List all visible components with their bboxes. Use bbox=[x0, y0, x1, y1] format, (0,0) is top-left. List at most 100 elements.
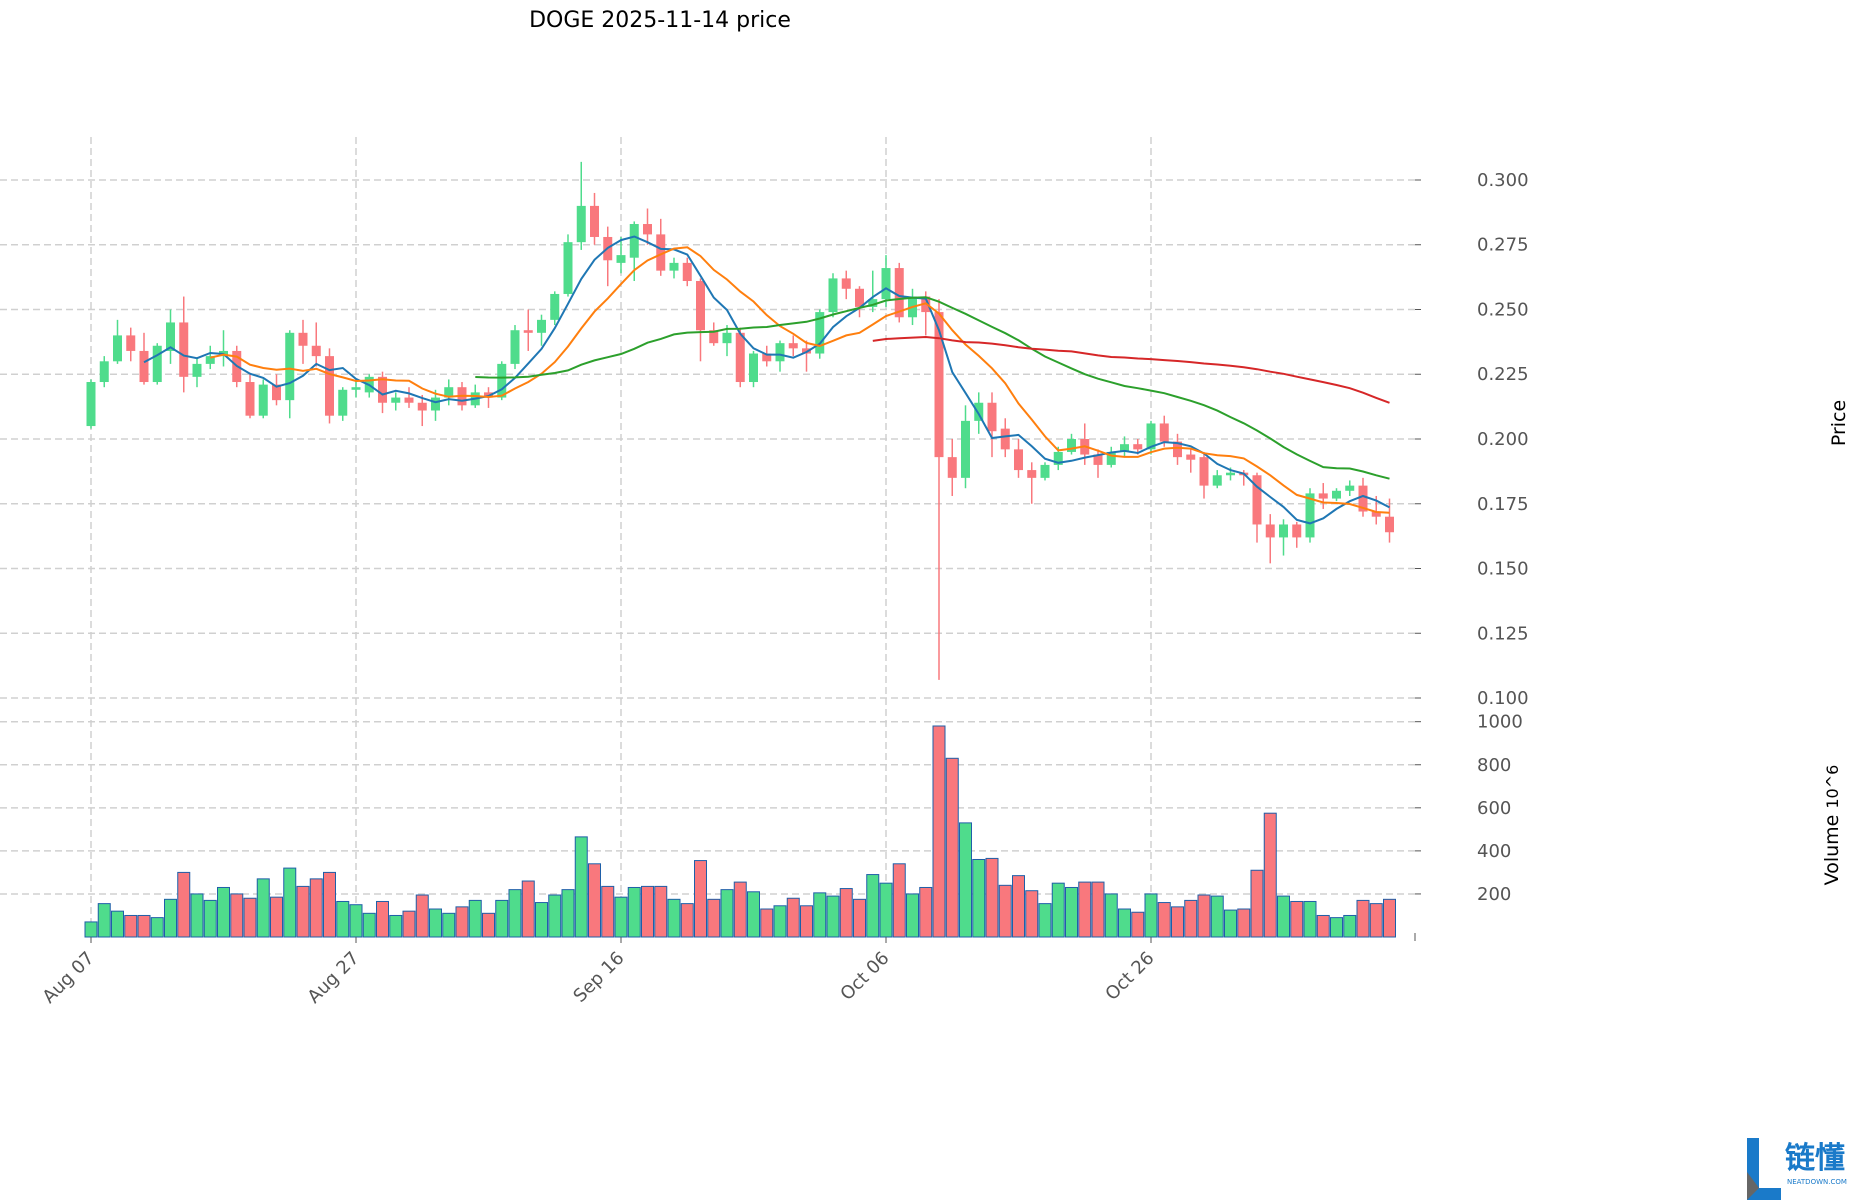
candle-up bbox=[431, 397, 440, 411]
candle-up bbox=[1279, 524, 1288, 538]
candle-down bbox=[126, 335, 136, 351]
volume-bar bbox=[1171, 906, 1184, 938]
volume-bar bbox=[521, 880, 535, 938]
volume-bar bbox=[243, 897, 257, 938]
price-tick-label: 0.100 bbox=[1477, 688, 1529, 709]
candle-down bbox=[762, 353, 772, 362]
volume-bar bbox=[1012, 875, 1025, 938]
candle-up bbox=[86, 382, 96, 427]
price-tick-label: 0.300 bbox=[1477, 170, 1529, 191]
candle-down bbox=[139, 350, 149, 383]
volume-bar bbox=[402, 910, 416, 938]
volume-bar bbox=[641, 885, 654, 938]
volume-bar bbox=[694, 860, 707, 938]
volume-bar bbox=[720, 889, 734, 938]
volume-bar bbox=[376, 900, 389, 938]
volume-bar bbox=[1224, 909, 1237, 938]
candle-up bbox=[537, 319, 546, 333]
candle-up bbox=[497, 363, 507, 398]
svg-text:NEATDOWN.COM: NEATDOWN.COM bbox=[1787, 1178, 1847, 1186]
candle-down bbox=[1014, 449, 1023, 471]
candle-down bbox=[311, 345, 321, 357]
volume-bar bbox=[1356, 899, 1370, 938]
candle-down bbox=[1027, 470, 1037, 478]
volume-bar bbox=[535, 902, 548, 938]
x-tick-label: Aug 07 bbox=[39, 948, 99, 1008]
volume-bar bbox=[1250, 869, 1264, 938]
candle-down bbox=[179, 322, 189, 377]
ma10-line bbox=[210, 246, 1390, 514]
grid-lines bbox=[0, 137, 1415, 937]
volume-bar bbox=[1078, 881, 1092, 938]
volume-unit: 10^6 bbox=[1823, 765, 1842, 809]
candle-up bbox=[669, 262, 679, 271]
candle-down bbox=[709, 330, 719, 344]
volume-bar bbox=[230, 893, 244, 938]
candle-down bbox=[1265, 524, 1275, 538]
volume-bar bbox=[773, 905, 787, 938]
volume-tick-label: 200 bbox=[1477, 884, 1511, 905]
volume-tick-label: 800 bbox=[1477, 755, 1511, 776]
candle-down bbox=[656, 234, 666, 271]
candle-down bbox=[1093, 454, 1103, 465]
volume-bar bbox=[760, 908, 774, 938]
candle-down bbox=[1199, 457, 1209, 486]
volume-bar bbox=[1383, 898, 1396, 938]
volume-bar bbox=[508, 889, 522, 938]
ma60-line bbox=[872, 335, 1390, 404]
volume-bar bbox=[1091, 881, 1105, 938]
candle-up bbox=[974, 402, 984, 421]
moving-averages bbox=[143, 235, 1390, 525]
candle-up bbox=[828, 278, 838, 313]
volume-bar bbox=[601, 885, 615, 938]
ma5-line bbox=[143, 235, 1390, 525]
x-tick-label: Oct 26 bbox=[1101, 948, 1158, 1005]
volume-bar bbox=[1118, 908, 1131, 938]
volume-bar bbox=[945, 757, 959, 938]
candle-down bbox=[682, 262, 692, 282]
volume-bar bbox=[733, 881, 747, 938]
candle-down bbox=[404, 397, 414, 403]
volume-bar bbox=[853, 898, 866, 938]
volume-bar bbox=[800, 905, 813, 938]
volume-bar bbox=[177, 871, 191, 938]
candle-down bbox=[894, 268, 904, 318]
volume-bar bbox=[1197, 894, 1211, 938]
volume-bar bbox=[1369, 903, 1383, 938]
volume-bar bbox=[839, 888, 853, 938]
candle-down bbox=[590, 205, 599, 237]
candle-down bbox=[1186, 454, 1196, 460]
volume-bar bbox=[667, 898, 681, 938]
candle-down bbox=[841, 278, 851, 289]
candle-down bbox=[643, 224, 652, 235]
volume-bar bbox=[826, 895, 840, 938]
volume-bar bbox=[429, 908, 442, 938]
volume-bar bbox=[548, 894, 562, 938]
volume-bar bbox=[190, 893, 204, 938]
volume-tick-label: 1000 bbox=[1477, 712, 1523, 733]
volume-bar bbox=[561, 889, 575, 938]
candle-down bbox=[523, 330, 533, 333]
volume-bar bbox=[309, 878, 323, 938]
volume-bar bbox=[707, 898, 721, 938]
candle-up bbox=[192, 363, 202, 377]
volume-bar bbox=[283, 867, 297, 938]
ma30-line bbox=[475, 296, 1390, 480]
candle-up bbox=[1146, 423, 1156, 450]
x-tick-label: Oct 06 bbox=[836, 948, 893, 1005]
volume-bar bbox=[614, 896, 628, 938]
volume-bar bbox=[1051, 882, 1065, 938]
candle-up bbox=[510, 330, 520, 364]
candle-up bbox=[338, 389, 348, 416]
candle-down bbox=[378, 376, 387, 403]
volume-bar bbox=[574, 836, 588, 938]
volume-bar bbox=[203, 899, 217, 938]
volume-bar bbox=[866, 874, 880, 938]
volume-bar bbox=[296, 885, 310, 938]
candle-up bbox=[351, 387, 361, 390]
volume-bar bbox=[1303, 900, 1317, 938]
candle-up bbox=[444, 387, 454, 398]
volume-bar bbox=[1038, 903, 1052, 938]
volume-bar bbox=[919, 886, 933, 938]
